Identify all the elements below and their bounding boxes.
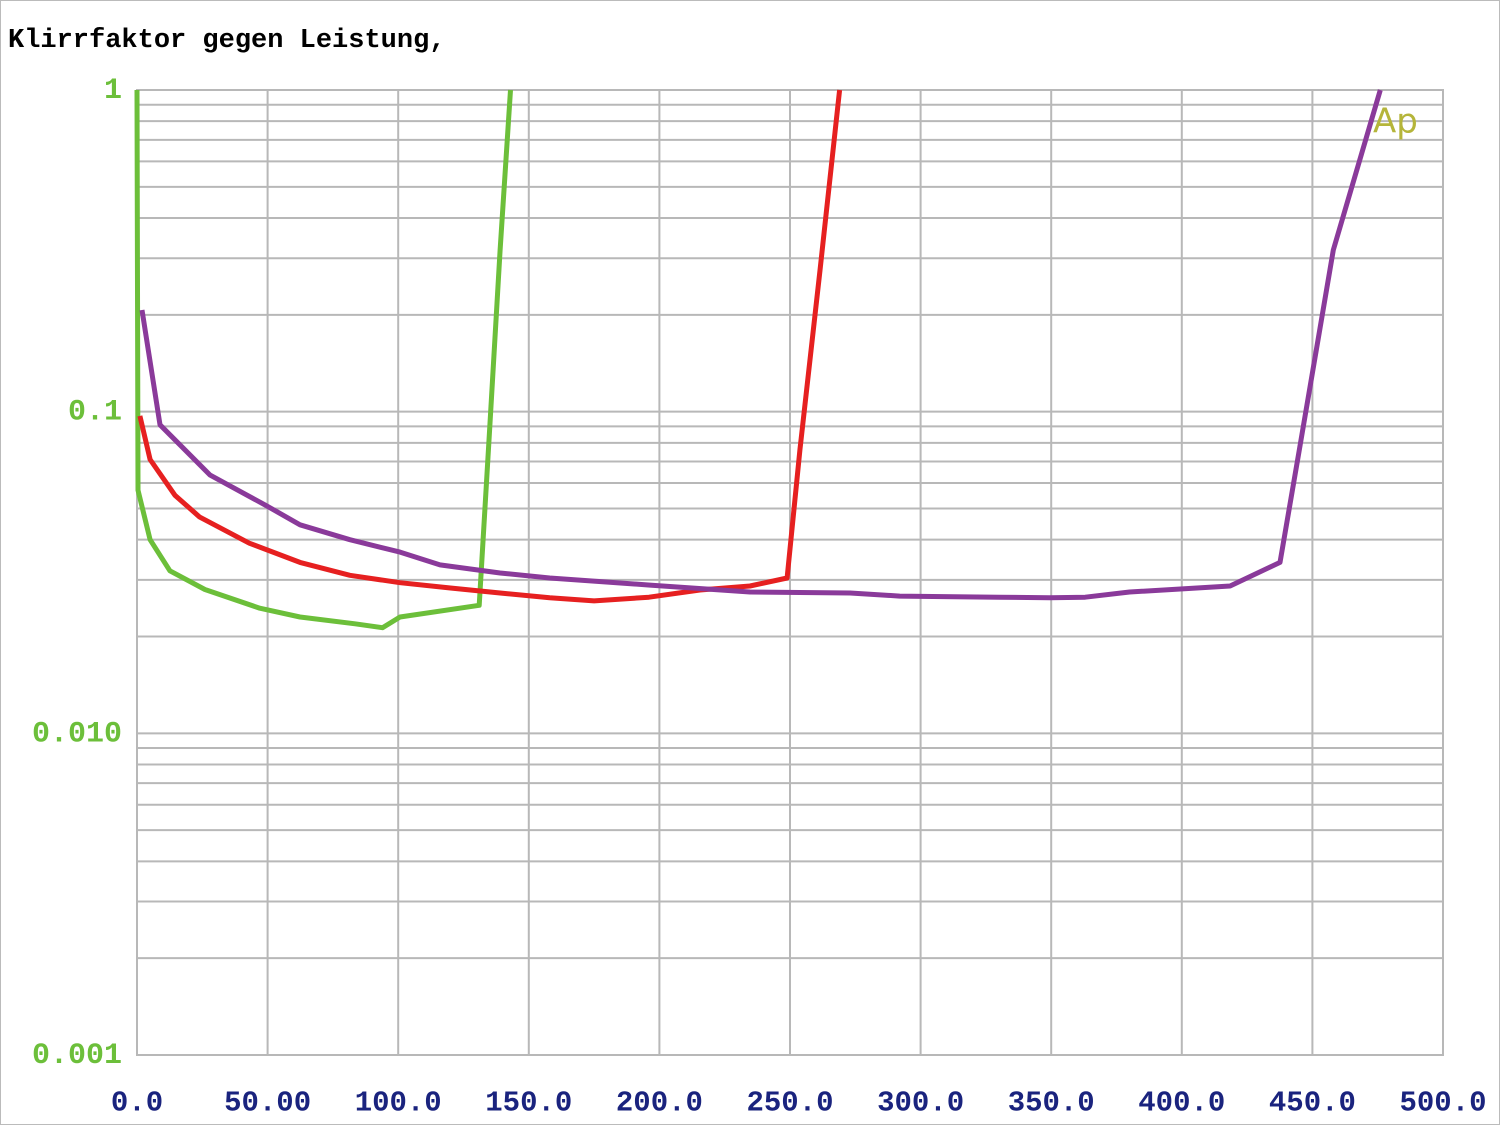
series-line [134,89,513,631]
y-tick-label: 0.010 [32,717,122,751]
x-tick-label: 350.0 [1008,1087,1095,1120]
y-tick-label: 1 [104,74,122,108]
x-tick-label: 0.0 [111,1087,163,1120]
x-tick-label: 450.0 [1269,1087,1356,1120]
y-tick-label: 0.1 [68,396,122,430]
x-tick-label: 400.0 [1138,1087,1225,1120]
x-tick-label: 250.0 [746,1087,833,1120]
annotation: Ap [1373,102,1418,142]
plot-border [136,89,1444,1056]
x-tick-label: 100.0 [355,1087,442,1120]
x-tick-label: 500.0 [1399,1087,1486,1120]
chart-title: Klirrfaktor gegen Leistung, [8,26,445,56]
x-tick-label: 150.0 [485,1087,572,1120]
x-tick-label: 50.00 [224,1087,311,1120]
x-tick-label: 200.0 [616,1087,703,1120]
series-line [137,89,843,604]
series-line [139,89,1383,601]
x-tick-label: 300.0 [877,1087,964,1120]
y-tick-label: 0.001 [32,1039,122,1073]
